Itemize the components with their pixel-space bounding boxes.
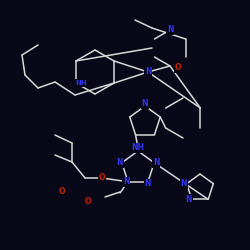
Text: N: N	[180, 179, 187, 188]
Text: NH: NH	[132, 144, 144, 152]
Text: N: N	[167, 26, 173, 35]
Text: N: N	[145, 68, 151, 76]
Text: O: O	[85, 198, 91, 206]
Text: N: N	[186, 195, 192, 204]
Text: N: N	[116, 158, 123, 167]
Text: O: O	[99, 174, 105, 182]
Text: O: O	[59, 188, 65, 196]
Text: N: N	[142, 100, 148, 108]
Text: NH: NH	[75, 80, 87, 86]
Text: N: N	[123, 177, 129, 186]
Text: N: N	[145, 179, 151, 188]
Text: N: N	[153, 158, 160, 167]
Text: O: O	[175, 64, 181, 72]
